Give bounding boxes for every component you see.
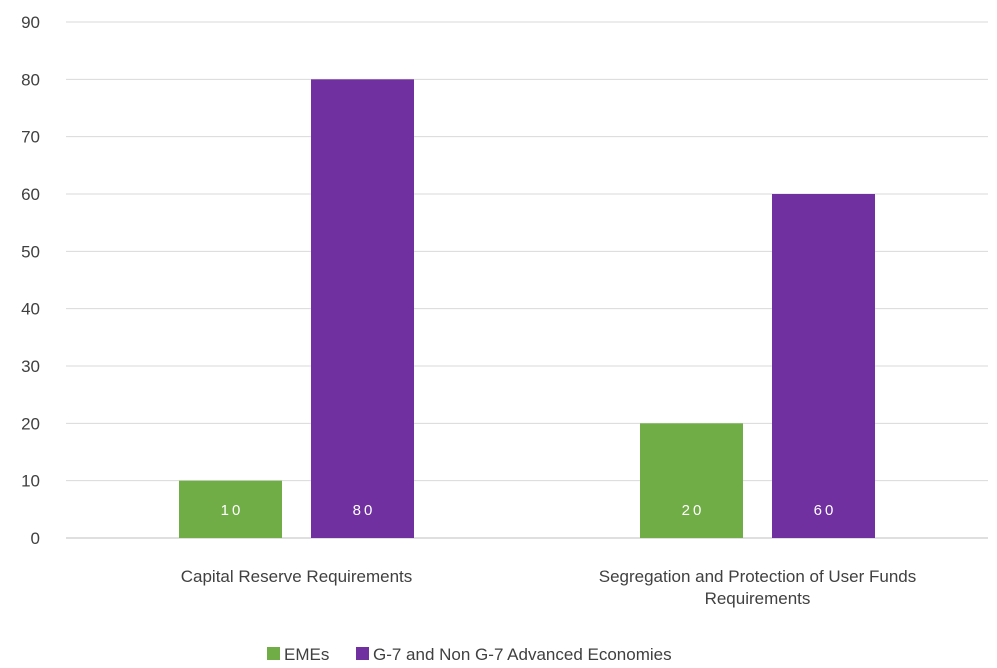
x-axis: Capital Reserve Requirements Segregation … bbox=[181, 567, 917, 608]
y-tick-label-50: 50 bbox=[21, 242, 40, 261]
legend-label-emes: EMEs bbox=[284, 645, 329, 664]
bar-emes-1 bbox=[179, 480, 282, 538]
data-label-advanced-2: 60 bbox=[814, 502, 837, 519]
data-label-emes-2: 20 bbox=[682, 502, 705, 519]
y-tick-label-30: 30 bbox=[21, 357, 40, 376]
x-category-label-1: Capital Reserve Requirements bbox=[181, 567, 413, 586]
y-tick-label-80: 80 bbox=[21, 70, 40, 89]
bar-advanced-2 bbox=[772, 194, 875, 538]
y-axis: 0 10 20 30 40 50 60 70 80 90 bbox=[21, 13, 40, 548]
legend-label-advanced: G-7 and Non G-7 Advanced Economies bbox=[373, 645, 672, 664]
data-label-emes-1: 10 bbox=[221, 502, 244, 519]
bar-advanced-1 bbox=[311, 79, 414, 538]
x-category-label-line: Segregation and Protection of User Funds bbox=[599, 567, 917, 586]
bar-emes-2 bbox=[640, 423, 743, 538]
y-tick-label-10: 10 bbox=[21, 472, 40, 491]
x-category-label-line: Requirements bbox=[705, 589, 811, 608]
legend: EMEs G-7 and Non G-7 Advanced Economies bbox=[267, 645, 672, 664]
data-labels: 10 80 20 60 bbox=[221, 502, 837, 519]
legend-swatch-emes bbox=[267, 647, 280, 660]
x-category-label-line: Capital Reserve Requirements bbox=[181, 567, 413, 586]
y-tick-label-0: 0 bbox=[31, 529, 40, 548]
x-category-label-2: Segregation and Protection of User Funds… bbox=[599, 567, 917, 608]
y-tick-label-20: 20 bbox=[21, 414, 40, 433]
y-tick-label-70: 70 bbox=[21, 128, 40, 147]
bars bbox=[179, 79, 875, 538]
data-label-advanced-1: 80 bbox=[353, 502, 376, 519]
y-tick-label-60: 60 bbox=[21, 185, 40, 204]
y-tick-label-90: 90 bbox=[21, 13, 40, 32]
y-tick-label-40: 40 bbox=[21, 300, 40, 319]
legend-swatch-advanced bbox=[356, 647, 369, 660]
